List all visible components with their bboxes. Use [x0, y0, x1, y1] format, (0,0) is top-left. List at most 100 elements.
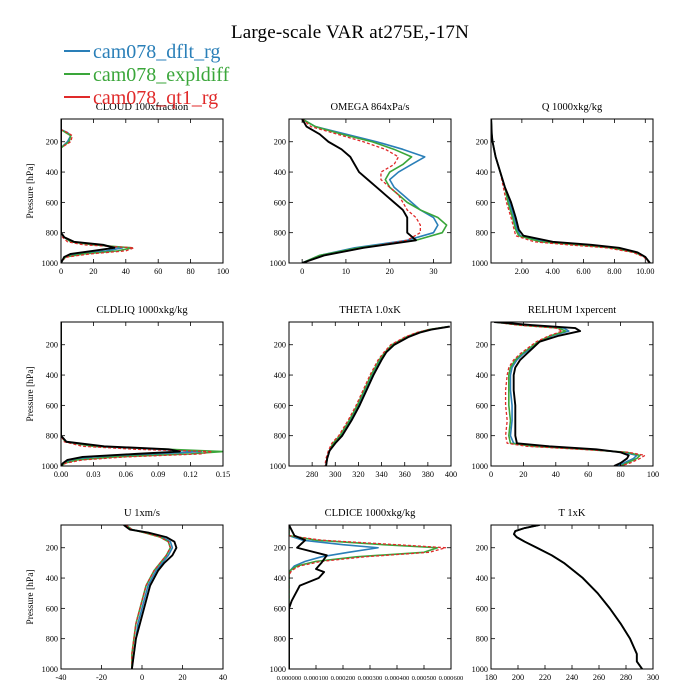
legend-label-expldiff: cam078_expldiff: [93, 64, 230, 86]
series-line-qt1: [125, 525, 172, 669]
y-axis-label: Pressure [hPa]: [26, 366, 36, 421]
y-tick-label: 800: [46, 229, 58, 238]
x-tick-label: 380: [422, 470, 434, 479]
x-tick-label: 10: [342, 267, 350, 276]
y-tick-label: 600: [476, 198, 488, 207]
series-line-qt1: [301, 119, 422, 263]
x-tick-label: 60: [154, 267, 162, 276]
panel-6: RELHUM 1xpercent 0 20 40 60 80 100 200 400 600 800…: [472, 305, 660, 479]
x-tick-label: 20: [519, 470, 527, 479]
x-tick-label: 40: [122, 267, 130, 276]
plot-frame: [60, 118, 224, 264]
series-line-control: [513, 525, 643, 669]
x-tick-label: 0.000100: [304, 675, 329, 682]
x-tick-label: 0.03: [86, 470, 100, 479]
x-tick-label: 30: [429, 267, 437, 276]
x-tick-label: 6.00: [576, 267, 590, 276]
legend: cam078_dflt_rg cam078_expldiff cam078_qt…: [64, 41, 229, 110]
y-tick-label: 600: [476, 604, 488, 613]
legend-swatch-dflt: [64, 50, 90, 53]
panel-5: THETA 1.0xK 280 300 320 340 360 380 400 200 400 60…: [270, 305, 458, 479]
series-group: [61, 322, 223, 466]
x-tick-label: 0.000400: [385, 675, 410, 682]
x-tick-label: 320: [352, 470, 364, 479]
series-line-dflt: [289, 525, 379, 669]
panel-1: CLOUD 100xfraction Pressure [hPa] 0 20 40 60 8…: [26, 102, 229, 276]
y-tick-label: 800: [274, 229, 286, 238]
panel-title: CLDLIQ 1000xkg/kg: [96, 305, 188, 316]
series-line-expldiff: [289, 525, 439, 669]
x-tick-label: 0.000600: [439, 675, 464, 682]
y-tick-label: 800: [476, 635, 488, 644]
series-line-control: [325, 325, 450, 466]
x-tick-label: 100: [217, 267, 229, 276]
plot-frame: [288, 118, 452, 264]
series-line-control: [61, 322, 181, 466]
y-tick-label: 1000: [270, 462, 286, 471]
y-tick-label: 1000: [472, 462, 488, 471]
legend-item: cam078_qt1_rg: [64, 87, 229, 110]
y-tick-label: 200: [274, 544, 286, 553]
panel-title: RELHUM 1xpercent: [528, 305, 616, 316]
y-tick-label: 1000: [472, 665, 488, 674]
y-tick-label: 800: [274, 635, 286, 644]
series-line-control: [123, 525, 178, 669]
legend-swatch-expldiff: [64, 73, 90, 76]
y-tick-label: 800: [46, 635, 58, 644]
x-tick-label: 0.000500: [412, 675, 437, 682]
legend-item: cam078_dflt_rg: [64, 41, 229, 64]
y-tick-label: 400: [476, 574, 488, 583]
x-tick-label: 0.000200: [331, 675, 356, 682]
y-tick-label: 200: [274, 138, 286, 147]
x-tick-label: 0: [140, 673, 144, 682]
y-tick-label: 600: [46, 604, 58, 613]
x-tick-label: -40: [56, 673, 67, 682]
x-tick-label: 0.000000: [277, 675, 302, 682]
x-tick-label: 280: [620, 673, 632, 682]
y-tick-label: 800: [274, 432, 286, 441]
y-tick-label: 400: [46, 574, 58, 583]
series-line-qt1: [494, 322, 646, 466]
y-tick-label: 400: [476, 371, 488, 380]
plot-frame: [490, 524, 654, 670]
x-tick-label: 8.00: [607, 267, 621, 276]
figure-title: Large-scale VAR at275E,-17N: [230, 22, 470, 43]
y-axis-label: Pressure [hPa]: [26, 569, 36, 624]
y-tick-label: 200: [46, 544, 58, 553]
y-tick-label: 200: [46, 138, 58, 147]
x-tick-label: 4.00: [546, 267, 560, 276]
plot-frame: [288, 321, 452, 467]
x-tick-label: 0.15: [216, 470, 230, 479]
y-axis-label: Pressure [hPa]: [26, 163, 36, 218]
series-group: [123, 525, 178, 669]
panel-title: Q 1000xkg/kg: [542, 102, 603, 113]
y-tick-label: 400: [274, 168, 286, 177]
x-tick-label: 40: [552, 470, 560, 479]
series-line-control: [494, 322, 630, 466]
x-tick-label: 280: [306, 470, 318, 479]
y-tick-label: 200: [476, 544, 488, 553]
x-tick-label: 40: [219, 673, 227, 682]
plot-frame: [60, 524, 224, 670]
series-group: [513, 525, 643, 669]
x-tick-label: 0.00: [54, 470, 68, 479]
series-line-expldiff: [301, 119, 448, 263]
y-tick-label: 600: [274, 401, 286, 410]
y-tick-label: 600: [46, 401, 58, 410]
panel-7: U 1xm/s Pressure [hPa] -40 -20 0 20 40 200 400 60…: [26, 508, 227, 682]
x-tick-label: 260: [593, 673, 605, 682]
y-tick-label: 1000: [270, 259, 286, 268]
series-line-qt1: [324, 325, 449, 466]
plot-frame: [490, 118, 654, 264]
series-line-control: [61, 119, 116, 263]
panel-title: U 1xm/s: [124, 508, 160, 519]
y-tick-label: 400: [46, 371, 58, 380]
x-tick-label: 220: [539, 673, 551, 682]
series-line-dflt: [301, 119, 439, 263]
series-group: [61, 119, 135, 263]
x-tick-label: 340: [375, 470, 387, 479]
x-tick-label: 0.000300: [358, 675, 383, 682]
x-tick-label: 0.12: [183, 470, 197, 479]
y-tick-label: 1000: [270, 665, 286, 674]
